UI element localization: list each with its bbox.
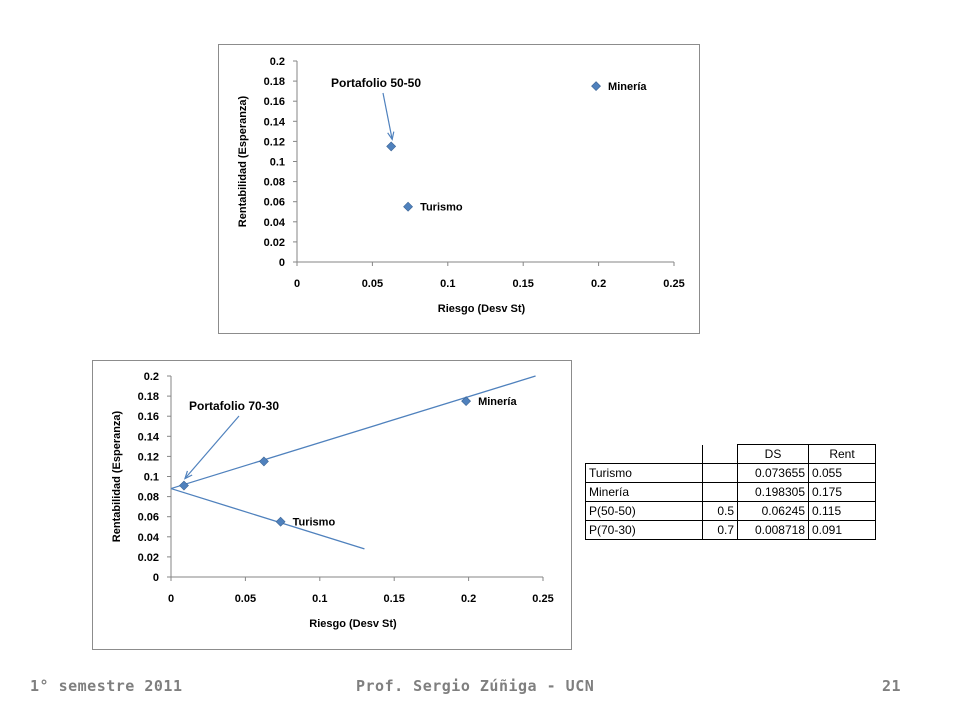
data-point [403, 201, 413, 212]
data-point [179, 480, 189, 491]
x-axis-title: Riesgo (Desv St) [438, 303, 526, 315]
y-tick-label: 0.08 [138, 492, 159, 504]
table-cell: 0.055 [808, 463, 876, 483]
y-tick-label: 0.02 [264, 237, 285, 249]
y-tick-label: 0 [279, 257, 285, 269]
y-tick-label: 0.16 [264, 96, 285, 108]
y-tick-label: 0.12 [138, 451, 159, 463]
x-tick-label: 0.1 [440, 278, 455, 290]
data-point [461, 396, 472, 407]
y-tick-label: 0.1 [144, 472, 159, 484]
x-tick-label: 0 [294, 278, 300, 290]
table-cell: P(50-50) [585, 501, 703, 521]
table-cell: P(70-30) [585, 520, 703, 540]
x-tick-label: 0 [168, 593, 174, 605]
table-cell: 0.06245 [737, 501, 809, 521]
table-row: Turismo 0.073655 0.055 [585, 463, 876, 483]
y-axis-title: Rentabilidad (Esperanza) [111, 410, 123, 542]
x-tick-label: 0.05 [235, 593, 256, 605]
y-tick-label: 0.14 [264, 116, 286, 128]
data-point-label: Turismo [293, 517, 336, 529]
table-header-cell [585, 444, 703, 464]
y-tick-label: 0.18 [264, 76, 285, 88]
annotation-arrowhead [387, 131, 395, 141]
table-cell: Turismo [585, 463, 703, 483]
y-tick-label: 0.06 [264, 197, 285, 209]
y-tick-label: 0.04 [138, 532, 160, 544]
y-tick-label: 0.18 [138, 391, 159, 403]
data-point-label: Turismo [420, 202, 463, 214]
data-point [386, 141, 397, 152]
x-tick-label: 0.25 [663, 278, 684, 290]
chart-portafolio-50-50: 0 0.02 0.04 0.06 0.08 0.1 0.12 0.14 0.16 0.18 0.2 0… [218, 44, 700, 334]
trend-line [170, 375, 536, 490]
data-point [591, 81, 601, 92]
table-row: Minería 0.198305 0.175 [585, 482, 876, 502]
data-point [275, 516, 286, 527]
x-tick-label: 0.2 [591, 278, 606, 290]
x-tick-label: 0.1 [312, 593, 327, 605]
chart-portafolio-70-30: 0 0.02 0.04 0.06 0.08 0.1 0.12 0.14 0.16 0.18 0.2 0… [92, 360, 572, 650]
table-header-rent: Rent [808, 444, 876, 464]
table-cell: 0.073655 [737, 463, 809, 483]
annotation-label: Portafolio 50-50 [331, 76, 421, 90]
chart-svg-2: 0 0.02 0.04 0.06 0.08 0.1 0.12 0.14 0.16 0.18 0.2 0… [111, 371, 554, 630]
x-tick-label: 0.15 [512, 278, 533, 290]
y-tick-label: 0.14 [138, 431, 160, 443]
table-cell: 0.5 [702, 501, 738, 521]
y-tick-label: 0.16 [138, 411, 159, 423]
x-tick-label: 0.25 [532, 593, 553, 605]
table-header-row: DS Rent [585, 444, 876, 464]
table-cell: 0.115 [808, 501, 876, 521]
table-header-cell [702, 444, 738, 464]
y-axis-title: Rentabilidad (Esperanza) [237, 95, 249, 227]
table-row: P(70-30) 0.7 0.008718 0.091 [585, 520, 876, 540]
table-header-ds: DS [737, 444, 809, 464]
y-tick-label: 0.2 [144, 371, 159, 383]
table-row: P(50-50) 0.5 0.06245 0.115 [585, 501, 876, 521]
footer-page-number: 21 [882, 677, 902, 695]
y-tick-label: 0.2 [270, 56, 285, 68]
y-tick-label: 0.02 [138, 552, 159, 564]
y-tick-label: 0.12 [264, 136, 285, 148]
table-cell [702, 463, 738, 483]
data-table: DS Rent Turismo 0.073655 0.055 Minería 0… [585, 444, 876, 540]
x-tick-label: 0.2 [461, 593, 476, 605]
x-tick-label: 0.05 [362, 278, 383, 290]
table-cell: 0.008718 [737, 520, 809, 540]
table-cell: 0.175 [808, 482, 876, 502]
table-cell: Minería [585, 482, 703, 502]
x-tick-label: 0.15 [383, 593, 404, 605]
data-point-label: Minería [608, 81, 647, 93]
y-tick-label: 0.08 [264, 177, 285, 189]
footer-semester: 1° semestre 2011 [30, 677, 183, 695]
y-tick-label: 0.06 [138, 512, 159, 524]
chart-svg-1: 0 0.02 0.04 0.06 0.08 0.1 0.12 0.14 0.16 0.18 0.2 0… [237, 56, 685, 315]
x-axis-title: Riesgo (Desv St) [309, 618, 397, 630]
trend-line [170, 487, 365, 550]
annotation-arrow [382, 92, 393, 140]
data-point-label: Minería [478, 396, 517, 408]
y-tick-label: 0.04 [264, 217, 286, 229]
y-tick-label: 0 [153, 572, 159, 584]
footer-author: Prof. Sergio Zúñiga - UCN [356, 677, 595, 695]
annotation-arrowhead [183, 470, 193, 480]
annotation-arrow [184, 415, 240, 479]
table-cell: 0.7 [702, 520, 738, 540]
table-cell: 0.198305 [737, 482, 809, 502]
annotation-label: Portafolio 70-30 [189, 399, 279, 413]
table-cell: 0.091 [808, 520, 876, 540]
table-cell [702, 482, 738, 502]
y-tick-label: 0.1 [270, 157, 285, 169]
data-point [259, 456, 269, 467]
